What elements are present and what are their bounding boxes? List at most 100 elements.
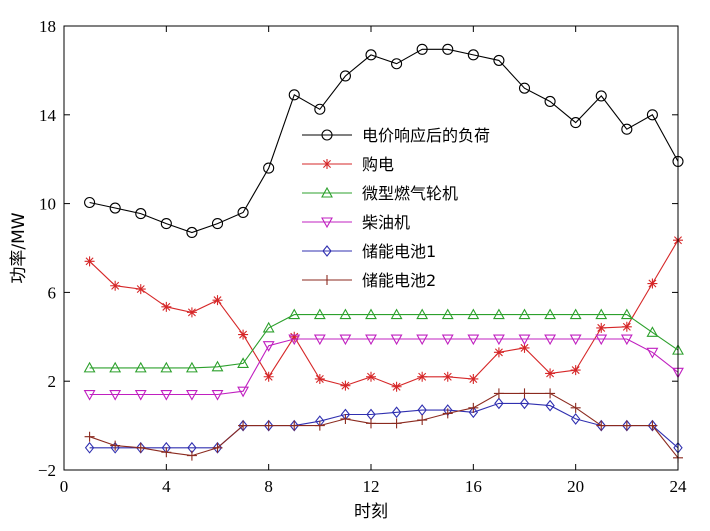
y-tick-label: 18 (39, 17, 56, 36)
data-point (161, 447, 172, 458)
data-point (366, 418, 376, 429)
data-point (442, 371, 453, 382)
y-tick-label: 2 (48, 372, 57, 391)
series-5 (84, 397, 683, 454)
legend-item-1: 电价响应后的负荷 (302, 126, 490, 145)
y-tick-label: 14 (39, 106, 57, 125)
data-point (416, 308, 429, 320)
data-point (596, 322, 607, 333)
data-point (135, 442, 146, 453)
data-point (339, 70, 351, 82)
data-point (160, 361, 173, 373)
data-point (185, 389, 198, 401)
data-point (390, 334, 403, 346)
data-point (262, 341, 275, 352)
data-point (289, 420, 300, 431)
x-tick-label: 0 (60, 477, 69, 496)
data-point (212, 295, 223, 306)
legend-marker (322, 245, 332, 257)
data-point (569, 308, 582, 320)
data-point (518, 334, 531, 346)
data-point (340, 380, 351, 391)
data-point (366, 371, 376, 382)
data-point (135, 284, 146, 295)
y-tick-label: −2 (38, 461, 56, 480)
data-point (545, 368, 556, 379)
data-point (288, 89, 300, 101)
data-point (84, 196, 96, 209)
data-point (160, 389, 173, 401)
legend-label: 电价响应后的负荷 (362, 126, 490, 145)
data-point (110, 280, 121, 291)
data-point (289, 331, 300, 342)
data-point (417, 371, 428, 382)
legend-marker (322, 159, 332, 169)
data-point (544, 95, 556, 108)
data-point (467, 49, 479, 61)
data-point (417, 415, 428, 426)
data-point (314, 103, 326, 115)
data-point (365, 308, 377, 320)
data-point (84, 441, 95, 454)
series-1 (84, 43, 684, 239)
legend-marker (321, 217, 333, 229)
data-point (135, 208, 147, 220)
data-point (314, 420, 325, 431)
data-point (646, 347, 659, 359)
data-point (646, 326, 659, 337)
data-point (288, 334, 301, 346)
data-point (492, 334, 505, 346)
data-point (545, 388, 556, 399)
data-point (186, 450, 197, 461)
x-tick-label: 16 (465, 477, 482, 496)
data-point (468, 402, 479, 413)
legend-item-2: 购电 (302, 155, 394, 174)
data-point (595, 90, 607, 102)
data-point (211, 218, 224, 230)
data-point (545, 399, 555, 412)
data-point (84, 256, 95, 267)
data-point (519, 342, 530, 353)
data-point (467, 334, 480, 346)
legend-marker (321, 186, 333, 198)
data-point (647, 278, 658, 289)
data-point (544, 334, 557, 346)
data-point (518, 82, 531, 94)
data-point (109, 202, 121, 214)
legend-marker (322, 275, 332, 285)
data-point (493, 388, 504, 399)
data-point (83, 361, 96, 373)
data-point (646, 109, 658, 121)
data-point (569, 334, 582, 346)
series-layer (83, 43, 684, 463)
data-point (313, 308, 326, 320)
data-point (263, 420, 274, 431)
data-point (441, 334, 454, 346)
data-point (83, 389, 96, 401)
data-point (391, 418, 402, 429)
series-4 (83, 334, 684, 401)
data-point (467, 308, 480, 320)
data-point (621, 420, 632, 431)
data-point (237, 386, 250, 398)
data-point (595, 308, 608, 320)
data-point (468, 373, 479, 384)
x-tick-label: 12 (363, 477, 380, 496)
data-point (185, 361, 198, 373)
data-point (620, 334, 633, 346)
series-3 (83, 308, 684, 373)
series-6 (84, 388, 683, 463)
data-point (109, 389, 122, 401)
data-point (161, 301, 172, 312)
legend-item-6: 储能电池2 (302, 271, 436, 290)
data-point (262, 321, 275, 333)
data-point (570, 117, 582, 129)
y-tick-label: 6 (48, 283, 57, 302)
data-point (596, 420, 607, 431)
data-point (134, 389, 147, 401)
data-point (518, 308, 531, 320)
data-point (416, 43, 428, 55)
data-point (442, 43, 454, 55)
data-point (519, 388, 530, 399)
